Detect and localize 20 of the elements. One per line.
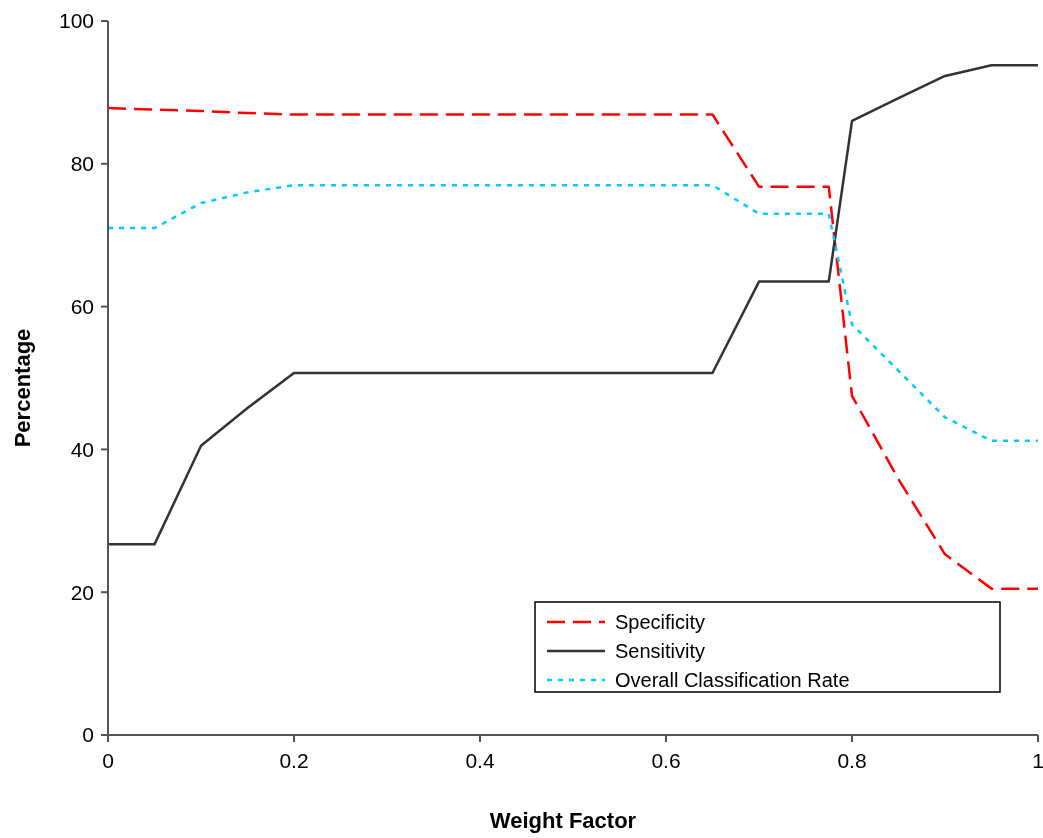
line-series <box>106 64 1040 546</box>
legend-label: Sensitivity <box>615 640 706 662</box>
y-tick-label: 40 <box>70 437 94 461</box>
x-tick-label: 0 <box>102 749 114 772</box>
x-tick-label: 1 <box>1032 749 1043 772</box>
y-tick-label: 0 <box>82 723 94 747</box>
x-tick-label: 0.6 <box>651 749 681 772</box>
legend-label: Overall Classification Rate <box>615 669 850 691</box>
x-tick-label: 0.8 <box>837 749 867 772</box>
x-tick-label: 0.4 <box>465 749 495 772</box>
y-tick-label: 20 <box>70 580 94 604</box>
y-tick-label: 60 <box>70 294 94 318</box>
y-axis-title: Percentage <box>10 328 35 448</box>
x-axis-title: Weight Factor <box>489 808 637 833</box>
x-tick-label: 0.2 <box>279 749 309 772</box>
line-series <box>106 106 1040 590</box>
y-tick-label: 100 <box>58 9 94 33</box>
y-tick-label: 80 <box>70 152 94 176</box>
line-series <box>106 183 1040 443</box>
legend-label: Specificity <box>615 611 706 633</box>
